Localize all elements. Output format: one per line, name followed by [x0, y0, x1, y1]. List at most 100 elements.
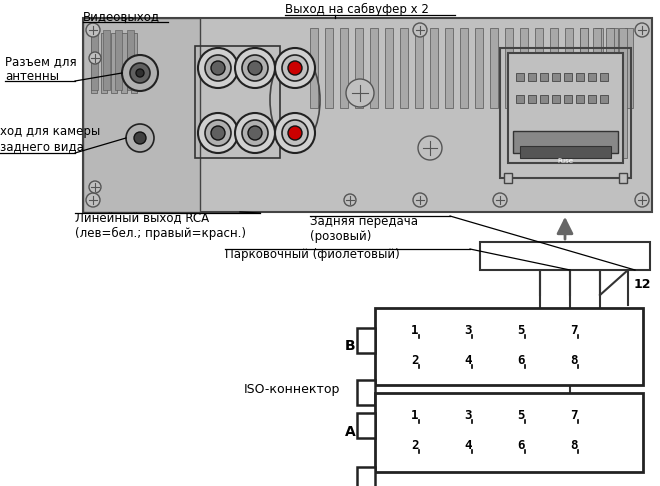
Bar [131, 33, 137, 93]
Text: Fuse: Fuse [557, 158, 573, 164]
Text: 6: 6 [517, 438, 525, 451]
Bar [357, 328, 375, 353]
Bar [385, 28, 393, 108]
Circle shape [344, 194, 356, 206]
Bar [83, 18, 200, 212]
Text: Парковочный (фиолетовый): Парковочный (фиолетовый) [225, 248, 400, 261]
Bar [475, 28, 483, 108]
Bar [552, 73, 560, 81]
Circle shape [86, 23, 100, 37]
Bar [325, 28, 333, 108]
Circle shape [198, 48, 238, 88]
Text: Задняя передача
(розовый): Задняя передача (розовый) [310, 215, 418, 243]
Circle shape [242, 55, 268, 81]
Bar [195, 46, 280, 158]
Bar [103, 30, 110, 90]
Bar [619, 28, 627, 158]
Bar [588, 95, 596, 103]
Bar [528, 73, 536, 81]
Text: ход для камеры
заднего вида: ход для камеры заднего вида [0, 125, 100, 153]
Bar [101, 33, 107, 93]
Text: 7: 7 [570, 409, 578, 421]
Bar [550, 28, 558, 108]
Circle shape [86, 193, 100, 207]
Text: A: A [345, 425, 355, 439]
Text: Выход на сабвуфер х 2: Выход на сабвуфер х 2 [285, 3, 429, 16]
Circle shape [211, 61, 225, 75]
Bar [445, 28, 453, 108]
Bar [91, 33, 97, 93]
Bar [91, 30, 98, 90]
Bar [516, 73, 524, 81]
Circle shape [248, 61, 262, 75]
Bar [520, 146, 611, 158]
Text: Видеовыход: Видеовыход [83, 10, 160, 23]
Bar [115, 30, 122, 90]
Text: 8: 8 [570, 353, 578, 366]
Circle shape [235, 113, 275, 153]
Bar [375, 393, 643, 472]
Bar [460, 28, 468, 108]
Circle shape [288, 126, 302, 140]
Text: 4: 4 [464, 353, 472, 366]
Bar [576, 73, 584, 81]
Bar [370, 28, 378, 108]
Bar [580, 28, 588, 108]
Bar [480, 242, 650, 270]
Bar [595, 28, 603, 108]
Text: 3: 3 [464, 409, 472, 421]
Bar [357, 380, 375, 405]
Circle shape [134, 132, 146, 144]
Circle shape [122, 55, 158, 91]
Bar [357, 413, 375, 438]
Circle shape [635, 23, 649, 37]
Circle shape [89, 52, 101, 64]
Bar [83, 18, 652, 212]
Circle shape [346, 79, 374, 107]
Circle shape [413, 193, 427, 207]
Circle shape [242, 120, 268, 146]
Bar [508, 53, 623, 163]
Text: 5: 5 [517, 409, 525, 421]
Circle shape [282, 55, 308, 81]
Circle shape [248, 126, 262, 140]
Bar [513, 131, 618, 153]
Bar [610, 28, 618, 108]
Circle shape [89, 181, 101, 193]
Bar [535, 28, 543, 108]
Text: 1: 1 [411, 324, 418, 336]
Circle shape [130, 63, 150, 83]
Bar [415, 28, 423, 108]
Bar [111, 33, 117, 93]
Text: 4: 4 [464, 438, 472, 451]
Text: 12: 12 [634, 278, 651, 292]
Bar [127, 30, 134, 90]
Circle shape [418, 136, 442, 160]
Bar [430, 28, 438, 108]
Bar [625, 28, 633, 108]
Circle shape [275, 113, 315, 153]
Bar [564, 95, 572, 103]
Bar [340, 28, 348, 108]
Circle shape [635, 193, 649, 207]
Text: B: B [345, 339, 355, 353]
Bar [593, 28, 601, 158]
Bar [505, 28, 513, 108]
Bar [600, 73, 608, 81]
Circle shape [288, 61, 302, 75]
Bar [606, 28, 614, 158]
Bar [552, 95, 560, 103]
Circle shape [282, 120, 308, 146]
Circle shape [205, 55, 231, 81]
Bar [357, 467, 375, 486]
Text: 5: 5 [517, 324, 525, 336]
Bar [528, 95, 536, 103]
Text: 2: 2 [411, 438, 418, 451]
Bar [580, 28, 588, 158]
Bar [121, 33, 127, 93]
Bar [588, 73, 596, 81]
Bar [540, 95, 548, 103]
Text: Разъем для
антенны: Разъем для антенны [5, 55, 77, 83]
Bar [540, 73, 548, 81]
Text: 1: 1 [411, 409, 418, 421]
